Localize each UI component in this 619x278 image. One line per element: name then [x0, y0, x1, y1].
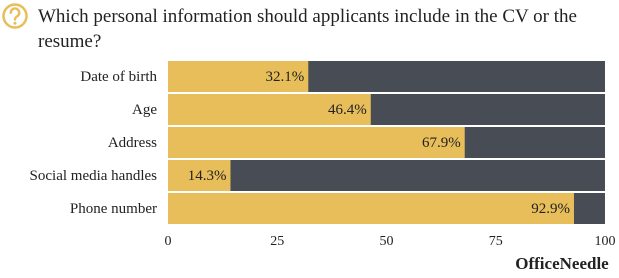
- watermark: OfficeNeedle: [515, 254, 609, 273]
- y-tick-label: Address: [108, 135, 157, 151]
- question-icon: [2, 3, 28, 29]
- bar-track: [168, 160, 605, 191]
- chart-title: Which personal information should applic…: [38, 6, 577, 52]
- y-tick-label: Phone number: [70, 201, 157, 217]
- x-tick-label: 50: [380, 234, 394, 249]
- x-tick-label: 100: [595, 234, 616, 249]
- value-label: 32.1%: [266, 69, 305, 85]
- bar: [168, 127, 465, 158]
- x-tick-label: 0: [165, 234, 172, 249]
- title-box: Which personal information should applic…: [38, 6, 577, 52]
- y-tick-label: Age: [132, 102, 157, 118]
- x-tick-label: 75: [489, 234, 503, 249]
- value-label: 14.3%: [188, 168, 227, 184]
- value-label: 46.4%: [328, 102, 367, 118]
- value-label: 67.9%: [422, 135, 461, 151]
- y-tick-label: Date of birth: [80, 69, 157, 85]
- bar: [168, 193, 574, 224]
- bar: [168, 94, 371, 125]
- value-label: 92.9%: [531, 201, 570, 217]
- x-tick-label: 25: [270, 234, 284, 249]
- bar: [168, 61, 309, 92]
- bar: [168, 160, 231, 191]
- y-tick-label: Social media handles: [30, 168, 158, 184]
